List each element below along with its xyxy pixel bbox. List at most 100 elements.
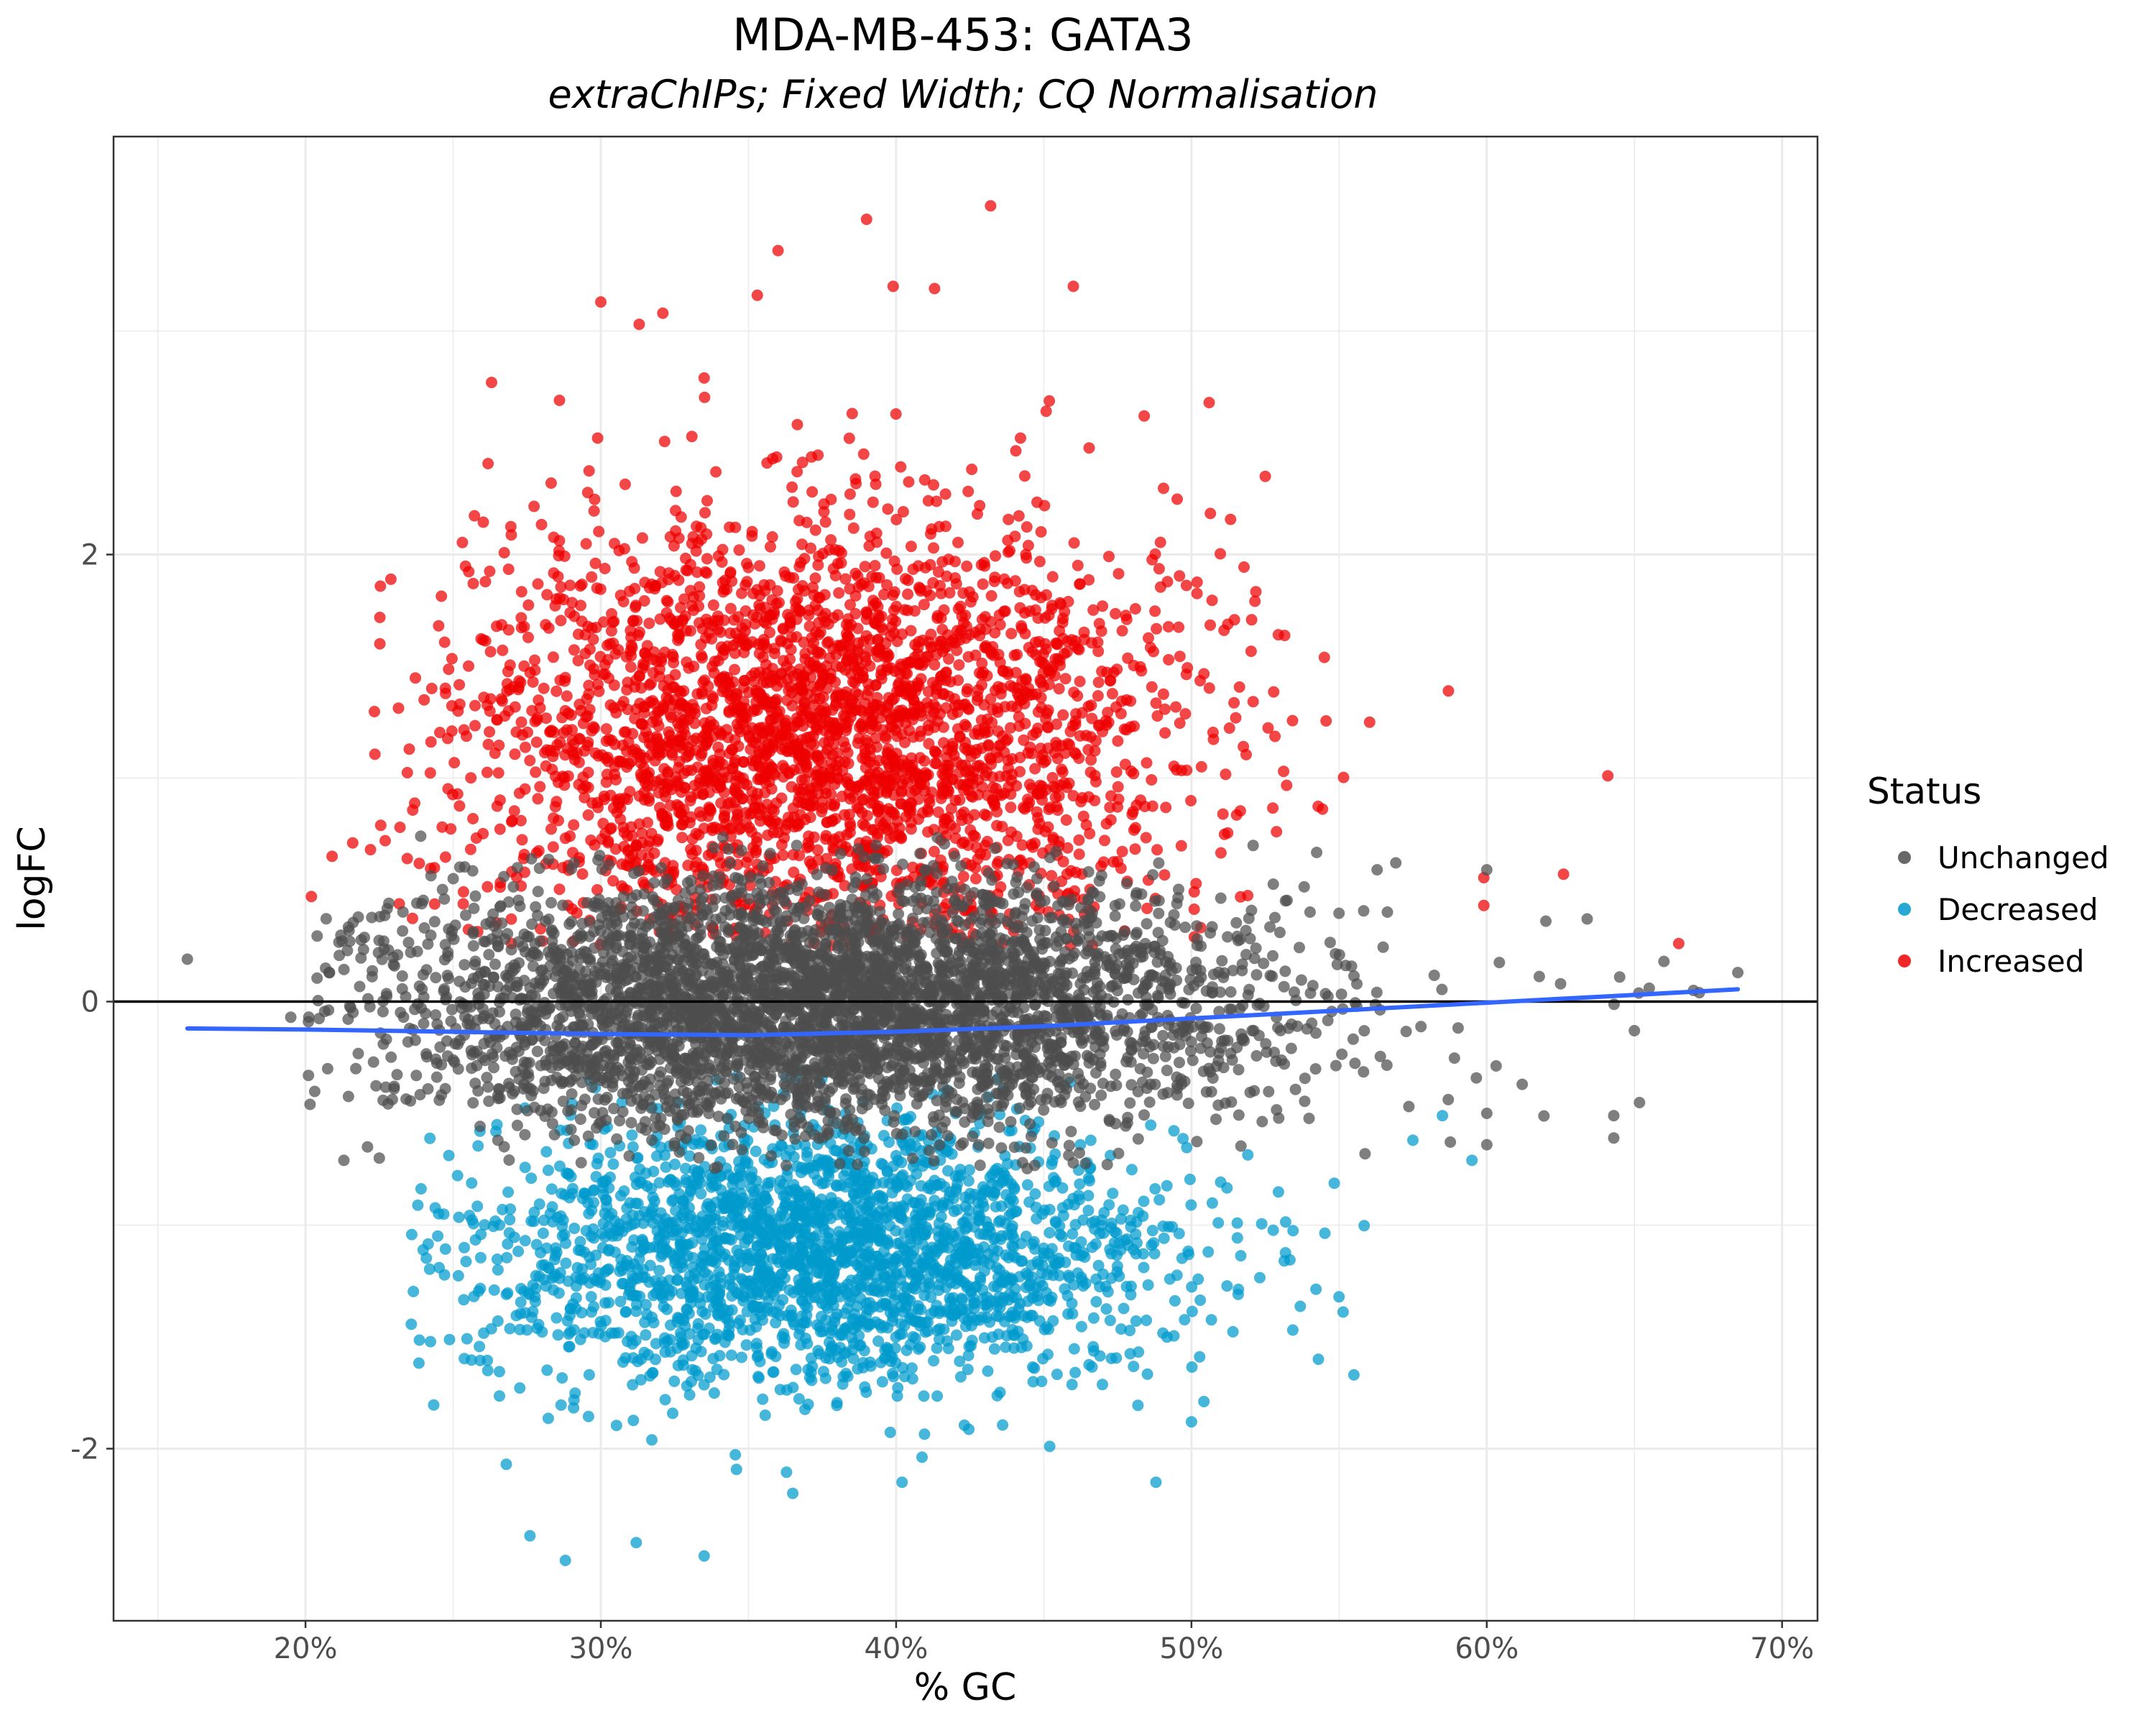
point-increased bbox=[684, 625, 696, 637]
point-decreased bbox=[896, 1476, 908, 1489]
point-increased bbox=[670, 505, 681, 517]
point-decreased bbox=[635, 1374, 647, 1386]
point-increased bbox=[1015, 620, 1028, 632]
point-decreased bbox=[1068, 1343, 1080, 1355]
point-decreased bbox=[405, 1318, 418, 1330]
point-increased bbox=[463, 566, 475, 578]
point-increased bbox=[467, 577, 479, 589]
point-decreased bbox=[1130, 1237, 1143, 1249]
point-decreased bbox=[757, 1314, 768, 1326]
point-decreased bbox=[1286, 1324, 1299, 1336]
point-decreased bbox=[641, 1308, 653, 1320]
point-decreased bbox=[989, 1187, 1001, 1199]
point-increased bbox=[1092, 636, 1104, 648]
point-decreased bbox=[604, 1146, 617, 1159]
point-increased bbox=[740, 605, 752, 617]
point-increased bbox=[522, 631, 534, 643]
point-decreased bbox=[915, 1179, 927, 1192]
point-decreased bbox=[891, 1238, 903, 1250]
point-increased bbox=[1013, 510, 1025, 522]
point-increased bbox=[580, 538, 592, 550]
point-decreased bbox=[773, 1299, 786, 1311]
point-increased bbox=[1190, 878, 1202, 890]
point-increased bbox=[798, 773, 811, 786]
point-increased bbox=[1005, 801, 1017, 814]
point-decreased bbox=[1466, 1154, 1478, 1167]
point-increased bbox=[579, 648, 591, 660]
point-decreased bbox=[759, 1409, 771, 1421]
point-increased bbox=[786, 631, 798, 643]
point-increased bbox=[1158, 869, 1171, 881]
point-decreased bbox=[564, 1325, 576, 1338]
point-increased bbox=[1100, 818, 1112, 830]
point-decreased bbox=[1149, 1183, 1161, 1195]
point-increased bbox=[447, 788, 459, 801]
point-decreased bbox=[711, 1363, 723, 1376]
point-decreased bbox=[1232, 1288, 1244, 1300]
point-decreased bbox=[1050, 1217, 1062, 1229]
point-decreased bbox=[644, 1259, 656, 1271]
point-decreased bbox=[1079, 1251, 1091, 1263]
point-increased bbox=[418, 694, 430, 706]
point-decreased bbox=[1192, 1273, 1204, 1285]
point-decreased bbox=[1319, 1227, 1331, 1239]
point-increased bbox=[1060, 814, 1072, 826]
point-increased bbox=[1107, 856, 1120, 868]
point-increased bbox=[1206, 594, 1218, 607]
point-increased bbox=[814, 592, 826, 604]
point-increased bbox=[572, 628, 584, 640]
point-increased bbox=[864, 660, 876, 672]
point-decreased bbox=[846, 1332, 858, 1344]
point-decreased bbox=[630, 1335, 642, 1346]
point-increased bbox=[443, 663, 455, 676]
point-decreased bbox=[898, 1114, 910, 1126]
point-decreased bbox=[1044, 1227, 1056, 1239]
point-decreased bbox=[712, 1300, 724, 1312]
point-decreased bbox=[451, 1169, 464, 1182]
point-decreased bbox=[690, 1342, 702, 1354]
point-increased bbox=[966, 464, 978, 475]
point-decreased bbox=[951, 1307, 963, 1319]
point-increased bbox=[494, 881, 506, 893]
point-decreased bbox=[412, 1199, 424, 1211]
point-decreased bbox=[1005, 1310, 1018, 1322]
point-decreased bbox=[628, 1273, 640, 1285]
point-decreased bbox=[555, 1210, 567, 1222]
point-increased bbox=[1116, 845, 1128, 857]
point-decreased bbox=[423, 1263, 436, 1275]
point-decreased bbox=[931, 1390, 944, 1402]
point-decreased bbox=[959, 1223, 972, 1235]
point-decreased bbox=[958, 1419, 970, 1431]
point-decreased bbox=[1169, 1294, 1181, 1307]
point-decreased bbox=[592, 1152, 604, 1164]
point-increased bbox=[643, 617, 655, 630]
point-increased bbox=[554, 674, 566, 686]
point-decreased bbox=[504, 1213, 516, 1225]
point-decreased bbox=[424, 1132, 436, 1144]
point-decreased bbox=[472, 1285, 484, 1297]
point-increased bbox=[1242, 890, 1254, 901]
point-increased bbox=[576, 579, 588, 590]
point-increased bbox=[428, 898, 441, 910]
point-increased bbox=[533, 694, 545, 707]
point-decreased bbox=[839, 1307, 851, 1320]
point-decreased bbox=[698, 1550, 710, 1562]
point-increased bbox=[663, 726, 675, 738]
point-decreased bbox=[519, 1162, 531, 1174]
point-decreased bbox=[726, 1304, 738, 1316]
point-decreased bbox=[1184, 1173, 1196, 1185]
point-decreased bbox=[596, 1242, 609, 1254]
point-decreased bbox=[813, 1153, 824, 1165]
point-decreased bbox=[1022, 1295, 1034, 1307]
point-decreased bbox=[664, 1174, 676, 1186]
point-increased bbox=[596, 749, 608, 761]
point-increased bbox=[978, 699, 990, 711]
point-increased bbox=[1139, 801, 1151, 812]
point-decreased bbox=[1043, 1323, 1054, 1335]
point-increased bbox=[1149, 605, 1161, 617]
point-decreased bbox=[793, 1393, 805, 1405]
point-increased bbox=[1046, 599, 1058, 612]
point-increased bbox=[955, 809, 967, 821]
point-increased bbox=[888, 692, 900, 704]
point-decreased bbox=[877, 1281, 890, 1293]
